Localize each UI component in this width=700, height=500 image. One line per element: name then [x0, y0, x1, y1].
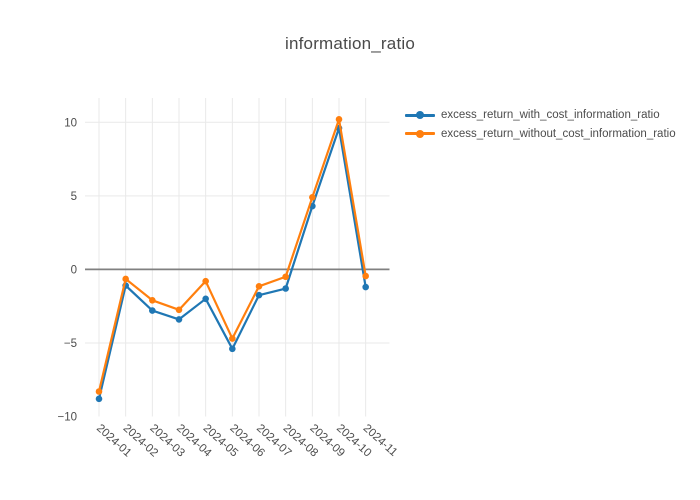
y-tick-label: 10: [64, 117, 77, 129]
data-point-marker: [255, 283, 263, 290]
data-point-marker: [149, 296, 156, 304]
data-point-marker: [229, 345, 236, 353]
data-point-marker: [282, 273, 289, 281]
y-tick-label: 5: [71, 191, 77, 203]
chart-title: information_ratio: [284, 34, 416, 53]
legend-line-marker-icon: [405, 129, 435, 138]
data-point-marker: [335, 116, 343, 123]
data-point-marker: [202, 295, 209, 303]
x-gridlines: [98, 98, 367, 417]
legend-item-with-cost[interactable]: excess_return_with_cost_information_rati…: [405, 106, 676, 125]
legend-item-without-cost[interactable]: excess_return_without_cost_information_r…: [405, 125, 676, 144]
legend-item-label: excess_return_with_cost_information_rati…: [441, 109, 660, 122]
data-point-marker: [202, 277, 209, 285]
data-point-marker: [255, 291, 263, 299]
data-point-marker: [229, 335, 236, 342]
data-point-marker: [175, 306, 183, 314]
data-point-marker: [282, 285, 289, 292]
legend-item-label: excess_return_without_cost_information_r…: [441, 127, 676, 140]
legend: excess_return_with_cost_information_rati…: [405, 106, 676, 143]
x-axis-tick-labels: 2024-012024-022024-032024-042024-052024-…: [94, 422, 399, 460]
y-axis-tick-labels: −10 −5 0 5 10: [57, 117, 77, 423]
legend-line-marker-icon: [405, 111, 435, 120]
data-point-marker: [362, 272, 369, 280]
y-tick-label: 0: [71, 264, 77, 276]
data-point-marker: [95, 395, 103, 403]
data-point-marker: [175, 316, 183, 323]
data-point-marker: [95, 388, 103, 395]
y-tick-label: −5: [64, 338, 77, 350]
data-point-marker: [362, 283, 369, 291]
y-tick-label: −10: [57, 412, 77, 424]
data-point-marker: [122, 275, 129, 283]
data-point-marker: [309, 194, 316, 201]
data-point-marker: [149, 307, 156, 314]
